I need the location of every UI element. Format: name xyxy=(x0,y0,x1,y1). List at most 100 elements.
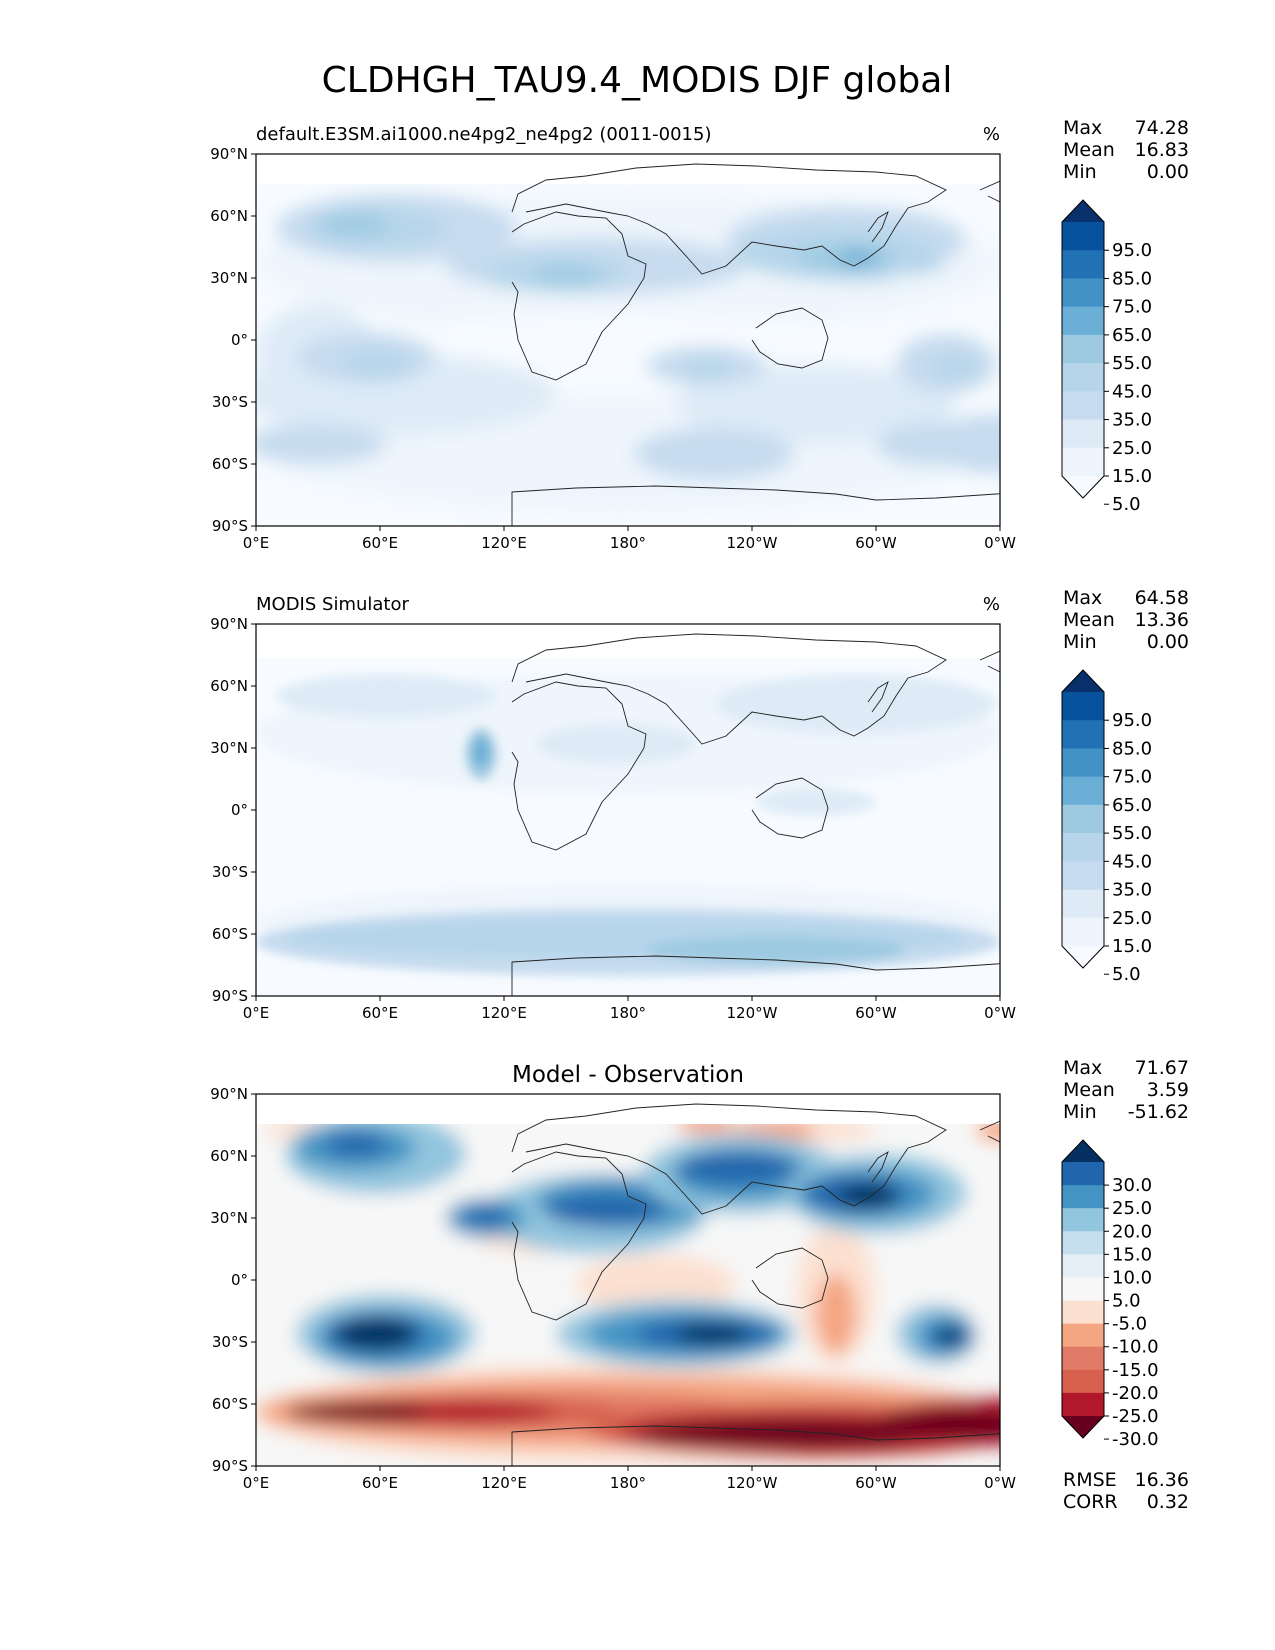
colorbar-segment xyxy=(1062,1346,1104,1371)
colorbar-segment xyxy=(1062,334,1104,364)
lat-tick-label: 60°N xyxy=(210,1147,248,1165)
colorbar-tick-label: -20.0 xyxy=(1112,1383,1159,1404)
contour-region xyxy=(532,266,600,286)
lon-tick-label: 60°E xyxy=(362,1004,398,1022)
lon-tick-label: 180° xyxy=(610,1004,646,1022)
contour-region xyxy=(336,1318,416,1350)
lon-tick-label: 120°E xyxy=(481,534,527,552)
colorbar-tick-label: 15.0 xyxy=(1112,936,1152,957)
lon-tick-label: 0°W xyxy=(984,534,1016,552)
colorbar-tick-label: 65.0 xyxy=(1112,325,1152,346)
contour-region xyxy=(676,1324,748,1344)
colorbar-tick-label: 10.0 xyxy=(1112,1267,1152,1288)
colorbar-tick-label: -5.0 xyxy=(1112,1314,1147,1335)
lat-tick-label: 30°S xyxy=(212,1333,248,1351)
lon-tick-label: 120°W xyxy=(727,1474,778,1492)
figure-title: CLDHGH_TAU9.4_MODIS DJF global xyxy=(322,60,953,101)
colorbar-tick-label: 55.0 xyxy=(1112,823,1152,844)
contour-region xyxy=(286,1402,426,1422)
lon-tick-label: 60°E xyxy=(362,534,398,552)
colorbar-extend-min xyxy=(1062,1416,1104,1438)
colorbar-tick-label: 85.0 xyxy=(1112,268,1152,289)
contour-region xyxy=(636,1420,956,1448)
contour-region xyxy=(680,358,732,378)
stat-value: 16.83 xyxy=(1135,139,1189,161)
lon-tick-label: 60°W xyxy=(855,1004,897,1022)
contour-field xyxy=(256,1098,1000,1466)
contour-region xyxy=(716,674,996,734)
stat-value: 71.67 xyxy=(1135,1057,1189,1079)
colorbar-tick-label: 65.0 xyxy=(1112,795,1152,816)
contour-region xyxy=(646,936,906,964)
colorbar-tick-label: -25.0 xyxy=(1112,1406,1159,1427)
units-label: % xyxy=(983,594,1000,615)
stat-value: 0.32 xyxy=(1147,1491,1189,1513)
map-panel-obs: 90°N 60°N 30°N 0° 30°S 60°S 90°S0°E 60°E 120°E 18… xyxy=(210,587,1189,1022)
lon-tick-label: 60°E xyxy=(362,1474,398,1492)
colorbar-segment xyxy=(1062,222,1104,251)
colorbar-extend-min xyxy=(1062,476,1104,498)
lat-tick-label: 90°S xyxy=(212,1457,248,1475)
lat-tick-label: 30°N xyxy=(210,269,248,287)
colorbar-segment xyxy=(1062,306,1104,336)
stat-label: Max xyxy=(1063,587,1102,609)
map-panel-model: 90°N 60°N 30°N 0° 30°S 60°S 90°S0°E 60°E 120°E 18… xyxy=(210,117,1189,552)
contour-region xyxy=(576,1254,736,1314)
colorbar-tick-label: 55.0 xyxy=(1112,353,1152,374)
colorbar: 95.0 85.0 75.0 65.0 55.0 45.0 35.0 25.0 15.0 5.0 xyxy=(1061,199,1152,515)
lon-tick-label: 0°E xyxy=(243,1474,270,1492)
lat-tick-label: 0° xyxy=(231,1271,248,1289)
colorbar-segment xyxy=(1062,391,1104,421)
contour-region xyxy=(536,724,696,764)
contour-region xyxy=(930,356,978,380)
lat-tick-label: 30°N xyxy=(210,1209,248,1227)
lon-tick-label: 0°E xyxy=(243,534,270,552)
colorbar-tick-label: 30.0 xyxy=(1112,1175,1152,1196)
colorbar-tick-label: 25.0 xyxy=(1112,1198,1152,1219)
colorbar-segment xyxy=(1062,1254,1104,1279)
stat-value: 13.36 xyxy=(1135,609,1189,631)
stat-value: 16.36 xyxy=(1135,1469,1189,1491)
colorbar-extend-max xyxy=(1061,1139,1105,1163)
lat-tick-label: 60°S xyxy=(212,1395,248,1413)
colorbar-segment xyxy=(1062,776,1104,806)
contour-region xyxy=(464,1206,508,1226)
stat-value: -51.62 xyxy=(1128,1101,1189,1123)
contour-region xyxy=(756,788,876,816)
colorbar-segment xyxy=(1062,1300,1104,1325)
no-data-band xyxy=(256,624,1000,658)
colorbar-tick-label: 45.0 xyxy=(1112,851,1152,872)
contour-region xyxy=(876,1410,1000,1438)
contour-region xyxy=(634,428,794,480)
lat-tick-label: 90°N xyxy=(210,1085,248,1103)
stat-value: 0.00 xyxy=(1147,631,1189,653)
colorbar-segment xyxy=(1062,1208,1104,1232)
stat-label: Max xyxy=(1063,1057,1102,1079)
colorbar: 95.0 85.0 75.0 65.0 55.0 45.0 35.0 25.0 15.0 5.0 xyxy=(1061,669,1152,985)
lon-tick-label: 180° xyxy=(610,534,646,552)
contour-region xyxy=(936,1328,964,1344)
lat-tick-label: 0° xyxy=(231,801,248,819)
lon-tick-label: 120°E xyxy=(481,1474,527,1492)
panel-title: MODIS Simulator xyxy=(256,594,409,615)
panel-title: default.E3SM.ai1000.ne4pg2_ne4pg2 (0011-… xyxy=(256,124,711,145)
stat-label: Min xyxy=(1063,1101,1097,1123)
colorbar-tick-label: 35.0 xyxy=(1112,880,1152,901)
contour-region xyxy=(838,1184,898,1208)
contour-region xyxy=(473,738,489,766)
colorbar-tick-label: 25.0 xyxy=(1112,438,1152,459)
contour-region xyxy=(816,1274,856,1354)
colorbar-tick-label: 95.0 xyxy=(1112,240,1152,261)
colorbar: 30.025.020.015.010.0 5.0-5.0-10.0-15.0-20… xyxy=(1061,1139,1159,1450)
colorbar-segment xyxy=(1062,889,1104,919)
lon-tick-label: 120°E xyxy=(481,1004,527,1022)
colorbar-extend-max xyxy=(1061,199,1105,223)
contour-field xyxy=(256,674,1000,976)
colorbar-segment xyxy=(1062,419,1104,449)
lat-tick-label: 90°S xyxy=(212,517,248,535)
stat-label: CORR xyxy=(1063,1491,1118,1513)
stat-label: Mean xyxy=(1063,1079,1115,1101)
colorbar-extend-max xyxy=(1061,669,1105,693)
lon-tick-label: 0°W xyxy=(984,1474,1016,1492)
lat-tick-label: 60°N xyxy=(210,207,248,225)
